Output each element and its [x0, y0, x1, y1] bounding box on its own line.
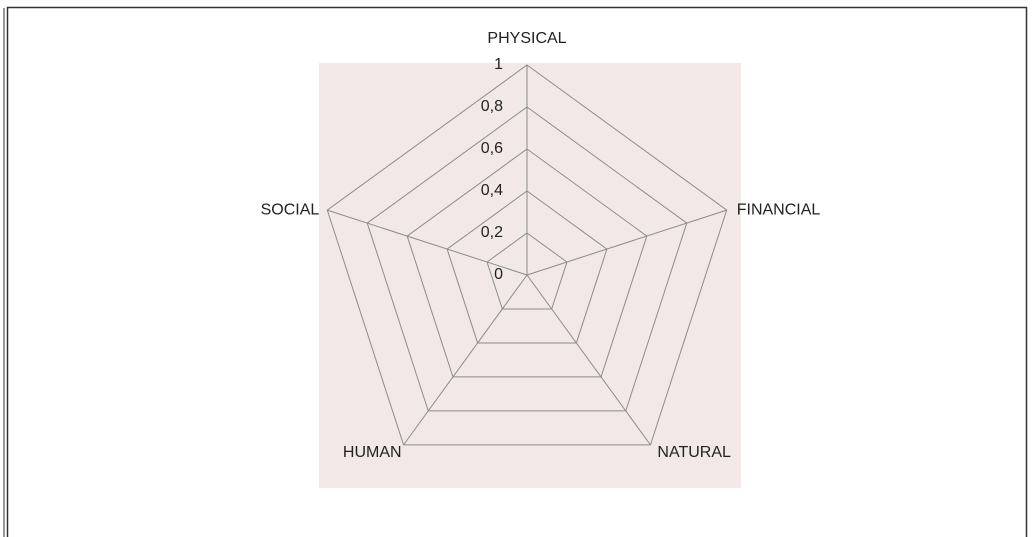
grid-ring: [326, 64, 728, 446]
r-tick-label: 0,4: [481, 182, 503, 199]
r-tick-label: 0: [494, 266, 503, 283]
category-label: PHYSICAL: [487, 30, 566, 47]
category-label: HUMAN: [343, 444, 402, 461]
plot-background: [319, 63, 741, 488]
grid-ring: [366, 106, 688, 412]
spoke: [526, 209, 727, 276]
r-tick-label: 0,8: [481, 98, 503, 115]
grid-ring: [486, 232, 568, 310]
spoke: [526, 274, 651, 446]
r-tick-label: 1: [494, 56, 503, 73]
r-tick-label: 0,6: [481, 140, 503, 157]
category-label: SOCIAL: [261, 201, 320, 218]
grid-ring: [406, 148, 648, 378]
category-label: FINANCIAL: [737, 201, 821, 218]
r-tick-label: 0,2: [481, 224, 503, 241]
spoke: [327, 209, 528, 276]
grid-ring: [446, 190, 608, 344]
spoke: [403, 274, 528, 446]
frame: [6, 6, 1028, 537]
category-label: NATURAL: [657, 444, 731, 461]
